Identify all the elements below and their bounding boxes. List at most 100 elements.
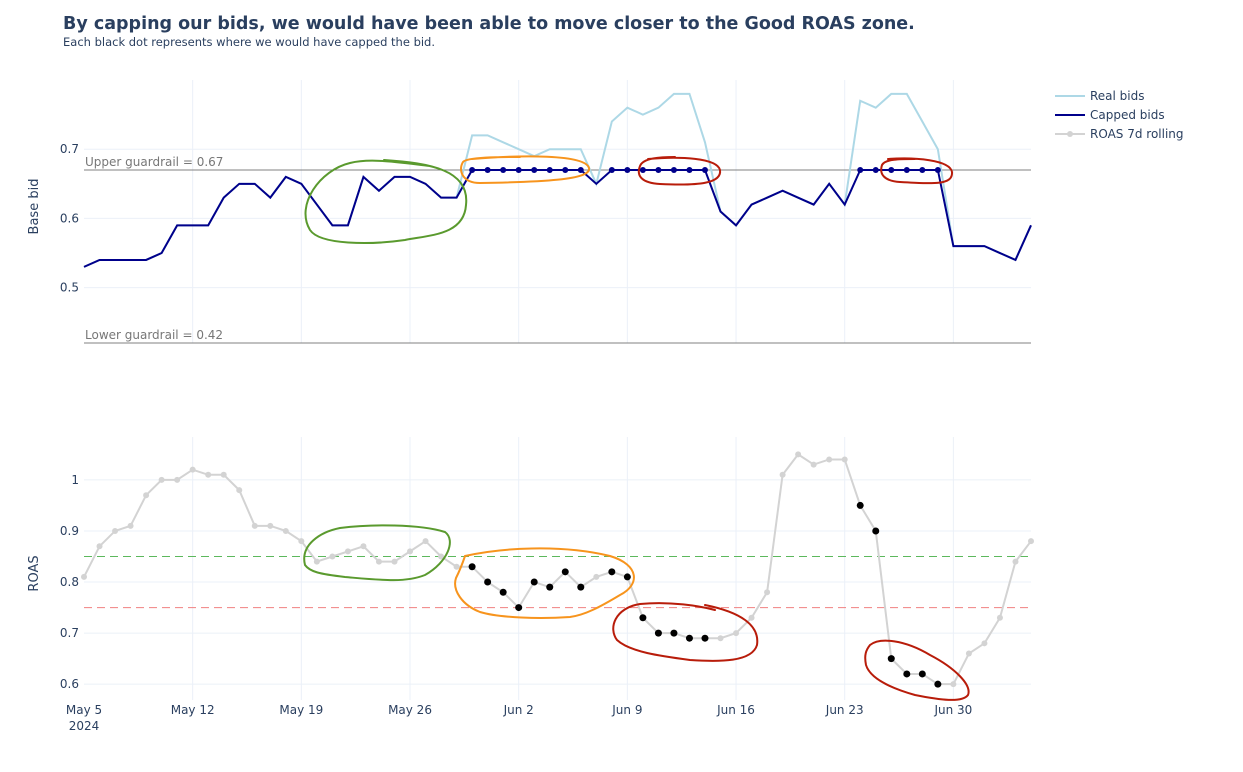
y-tick-label: 0.6 [60,211,79,225]
roas-point [593,573,600,580]
roas-point [453,563,460,570]
annotation-red-circle-bottom-2 [864,639,970,701]
x-tick-label: Jun 16 [716,703,755,717]
roas-capped-point [484,578,492,586]
roas-capped-point [468,563,476,571]
roas-line [83,453,1032,686]
y-tick-label: 0.7 [60,142,79,156]
capped-bid-point [888,166,895,173]
y-tick-label: 0.7 [60,626,79,640]
roas-capped-point [546,583,554,591]
roas-point [375,558,382,565]
capped-bid-point [872,166,879,173]
roas-point [205,471,212,478]
capped-bid-point [655,166,662,173]
x-tick-label: Jun 2 [503,703,534,717]
roas-point [112,527,119,534]
roas-point [795,451,802,458]
roas-point [344,548,351,555]
capped-bid-point [562,166,569,173]
roas-point [779,471,786,478]
roas-point [96,543,103,550]
roas-point [267,522,274,529]
roas-point [965,650,972,657]
roas-point [282,527,289,534]
roas-capped-point [685,634,693,642]
roas-capped-point [577,583,585,591]
y-tick-label: 1 [71,473,79,487]
annotation-red-circle-top-1 [637,156,722,186]
roas-point [717,635,724,642]
roas-capped-point [515,604,523,612]
roas-point [981,640,988,647]
roas-capped-point [561,568,569,576]
roas-point [220,471,227,478]
y-tick-label: 0.8 [60,575,79,589]
roas-point [826,456,833,463]
legend-label: ROAS 7d rolling [1090,127,1184,141]
capped-bid-point [670,166,677,173]
annotation-orange-circle-bottom [454,547,635,619]
roas-point [1028,538,1034,545]
x-tick-label: Jun 30 [933,703,972,717]
roas-capped-point [856,501,864,509]
x-tick-label: Jun 23 [825,703,864,717]
roas-capped-point [670,629,678,637]
roas-point [1012,558,1019,565]
x-year-label: 2024 [69,719,100,733]
roas-point [407,548,414,555]
roas-capped-point [654,629,662,637]
roas-point [313,558,320,565]
x-tick-label: May 12 [171,703,215,717]
legend-label: Real bids [1090,89,1145,103]
capped-bid-point [500,166,507,173]
roas-point [950,681,957,688]
chart-subtitle: Each black dot represents where we would… [63,35,436,49]
roas-capped-point [608,568,616,576]
capped-bid-point [857,166,864,173]
roas-point [329,553,336,560]
annotation-green-circle-top [304,159,468,244]
roas-point [143,492,150,499]
upper-guardrail-label: Upper guardrail = 0.67 [85,155,223,169]
roas-capped-point [903,670,911,678]
roas-capped-point [701,634,709,642]
roas-point [251,522,258,529]
roas-point [189,466,196,473]
roas-point [391,558,398,565]
capped-bid-point [484,166,491,173]
capped-bid-point [531,166,538,173]
capped-bid-point [624,166,631,173]
annotation-green-circle-bottom [303,524,451,582]
roas-point [174,476,181,483]
annotation-red-circle-top-2 [880,157,954,185]
legend-label: Capped bids [1090,108,1165,122]
roas-capped-point [887,655,895,663]
capped-bid-point [639,166,646,173]
roas-point [81,573,87,580]
roas-point [996,614,1003,621]
roas-capped-point [623,573,631,581]
x-tick-label: May 19 [279,703,323,717]
y-axis-title: ROAS [27,555,42,591]
capped-bid-point [701,166,708,173]
roas-capped-point [530,578,538,586]
capped-bid-point [686,166,693,173]
roas-point [158,476,165,483]
roas-capped-point [639,614,647,622]
legend-marker [1067,131,1073,137]
x-tick-label: Jun 9 [611,703,642,717]
capped-bid-point [608,166,615,173]
x-tick-label: May 5 [66,703,102,717]
roas-capped-point [918,670,926,678]
roas-point [422,538,429,545]
roas-point [841,456,848,463]
y-tick-label: 0.9 [60,524,79,538]
lower-guardrail-label: Lower guardrail = 0.42 [85,328,223,342]
annotation-orange-circle-top [460,155,590,185]
capped-bid-point [546,166,553,173]
y-axis-title: Base bid [27,179,42,235]
capped-bid-point [919,166,926,173]
capped-bid-point [469,166,476,173]
